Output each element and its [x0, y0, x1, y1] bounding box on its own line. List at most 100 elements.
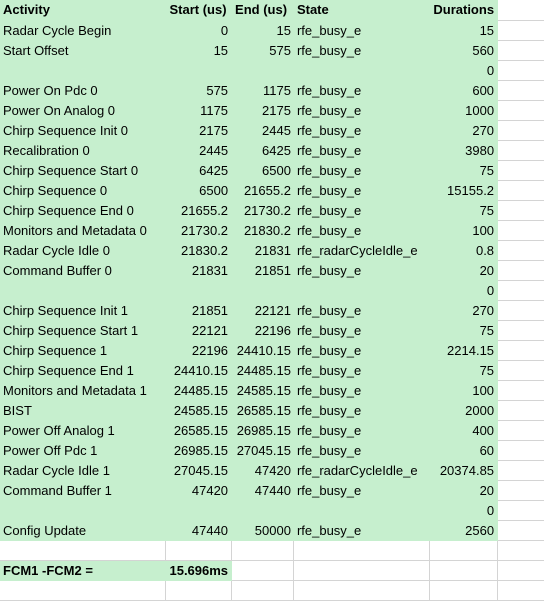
empty-cell[interactable]: [497, 120, 544, 141]
empty-cell[interactable]: [497, 300, 544, 321]
state-cell[interactable]: rfe_busy_e: [293, 360, 431, 381]
state-cell[interactable]: rfe_busy_e: [293, 40, 431, 61]
start-cell[interactable]: 22121: [165, 320, 233, 341]
header-start-cell[interactable]: Start (us): [165, 0, 233, 21]
empty-cell[interactable]: [293, 580, 431, 601]
start-cell[interactable]: 21831: [165, 260, 233, 281]
end-cell[interactable]: 21830.2: [231, 220, 294, 241]
end-cell[interactable]: [231, 500, 294, 521]
activity-cell[interactable]: Monitors and Metadata 0: [0, 220, 167, 241]
empty-cell[interactable]: [497, 560, 544, 581]
start-cell[interactable]: 6500: [165, 180, 233, 201]
start-cell[interactable]: 26585.15: [165, 420, 233, 441]
empty-cell[interactable]: [497, 180, 544, 201]
activity-cell[interactable]: Monitors and Metadata 1: [0, 380, 167, 401]
state-cell[interactable]: rfe_busy_e: [293, 300, 431, 321]
empty-cell[interactable]: [165, 540, 233, 561]
empty-cell[interactable]: [497, 340, 544, 361]
duration-cell[interactable]: 100: [429, 380, 499, 401]
activity-cell[interactable]: Chirp Sequence Start 0: [0, 160, 167, 181]
empty-cell[interactable]: [497, 500, 544, 521]
activity-cell[interactable]: Chirp Sequence Init 0: [0, 120, 167, 141]
state-cell[interactable]: rfe_busy_e: [293, 80, 431, 101]
empty-cell[interactable]: [0, 580, 167, 601]
activity-cell[interactable]: Power Off Analog 1: [0, 420, 167, 441]
empty-cell[interactable]: [497, 320, 544, 341]
activity-cell[interactable]: Chirp Sequence End 1: [0, 360, 167, 381]
start-cell[interactable]: 24585.15: [165, 400, 233, 421]
empty-cell[interactable]: [231, 560, 294, 581]
end-cell[interactable]: [231, 60, 294, 81]
end-cell[interactable]: 21730.2: [231, 200, 294, 221]
end-cell[interactable]: 2175: [231, 100, 294, 121]
end-cell[interactable]: 50000: [231, 520, 294, 541]
start-cell[interactable]: 0: [165, 20, 233, 41]
activity-cell[interactable]: Chirp Sequence Start 1: [0, 320, 167, 341]
end-cell[interactable]: 24410.15: [231, 340, 294, 361]
end-cell[interactable]: 26985.15: [231, 420, 294, 441]
summary-label-cell[interactable]: FCM1 -FCM2 =: [0, 560, 167, 581]
duration-cell[interactable]: 0: [429, 60, 499, 81]
empty-cell[interactable]: [497, 140, 544, 161]
start-cell[interactable]: 2445: [165, 140, 233, 161]
state-cell[interactable]: rfe_busy_e: [293, 320, 431, 341]
start-cell[interactable]: 2175: [165, 120, 233, 141]
start-cell[interactable]: 575: [165, 80, 233, 101]
empty-cell[interactable]: [293, 540, 431, 561]
state-cell[interactable]: rfe_busy_e: [293, 160, 431, 181]
empty-cell[interactable]: [497, 280, 544, 301]
end-cell[interactable]: 24485.15: [231, 360, 294, 381]
activity-cell[interactable]: Command Buffer 1: [0, 480, 167, 501]
start-cell[interactable]: 47420: [165, 480, 233, 501]
activity-cell[interactable]: [0, 280, 167, 301]
duration-cell[interactable]: 2214.15: [429, 340, 499, 361]
start-cell[interactable]: 24410.15: [165, 360, 233, 381]
empty-cell[interactable]: [497, 360, 544, 381]
empty-cell[interactable]: [231, 580, 294, 601]
duration-cell[interactable]: 75: [429, 360, 499, 381]
state-cell[interactable]: rfe_busy_e: [293, 520, 431, 541]
activity-cell[interactable]: Config Update: [0, 520, 167, 541]
state-cell[interactable]: rfe_busy_e: [293, 340, 431, 361]
empty-cell[interactable]: [497, 40, 544, 61]
empty-cell[interactable]: [497, 540, 544, 561]
activity-cell[interactable]: Chirp Sequence End 0: [0, 200, 167, 221]
duration-cell[interactable]: 20374.85: [429, 460, 499, 481]
state-cell[interactable]: [293, 280, 431, 301]
end-cell[interactable]: 22121: [231, 300, 294, 321]
state-cell[interactable]: rfe_busy_e: [293, 120, 431, 141]
state-cell[interactable]: rfe_busy_e: [293, 260, 431, 281]
start-cell[interactable]: [165, 500, 233, 521]
empty-cell[interactable]: [165, 580, 233, 601]
empty-cell[interactable]: [497, 460, 544, 481]
start-cell[interactable]: 27045.15: [165, 460, 233, 481]
start-cell[interactable]: 1175: [165, 100, 233, 121]
activity-cell[interactable]: BIST: [0, 400, 167, 421]
end-cell[interactable]: 27045.15: [231, 440, 294, 461]
empty-cell[interactable]: [429, 580, 499, 601]
state-cell[interactable]: rfe_busy_e: [293, 380, 431, 401]
end-cell[interactable]: 47440: [231, 480, 294, 501]
activity-cell[interactable]: Radar Cycle Idle 0: [0, 240, 167, 261]
activity-cell[interactable]: Chirp Sequence Init 1: [0, 300, 167, 321]
duration-cell[interactable]: 2560: [429, 520, 499, 541]
duration-cell[interactable]: 20: [429, 260, 499, 281]
state-cell[interactable]: rfe_busy_e: [293, 180, 431, 201]
start-cell[interactable]: 21851: [165, 300, 233, 321]
state-cell[interactable]: rfe_radarCycleIdle_e: [293, 460, 431, 481]
empty-cell[interactable]: [497, 240, 544, 261]
empty-cell[interactable]: [497, 480, 544, 501]
duration-cell[interactable]: 270: [429, 300, 499, 321]
duration-cell[interactable]: 75: [429, 320, 499, 341]
duration-cell[interactable]: 20: [429, 480, 499, 501]
duration-cell[interactable]: 400: [429, 420, 499, 441]
start-cell[interactable]: [165, 60, 233, 81]
empty-cell[interactable]: [497, 0, 544, 21]
duration-cell[interactable]: 600: [429, 80, 499, 101]
duration-cell[interactable]: 100: [429, 220, 499, 241]
duration-cell[interactable]: 2000: [429, 400, 499, 421]
state-cell[interactable]: [293, 500, 431, 521]
duration-cell[interactable]: 3980: [429, 140, 499, 161]
empty-cell[interactable]: [497, 440, 544, 461]
state-cell[interactable]: rfe_busy_e: [293, 400, 431, 421]
